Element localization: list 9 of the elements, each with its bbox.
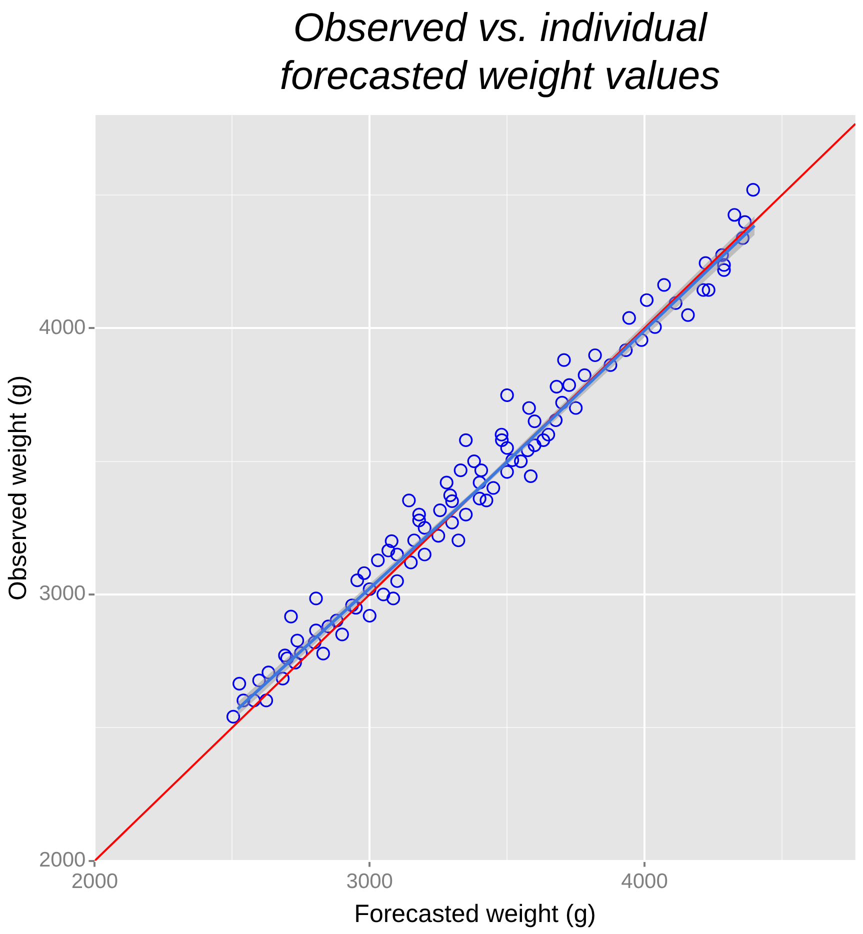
- chart-title: Observed vs. individual forecasted weight values: [278, 5, 722, 100]
- x-tick-label: 3000: [346, 870, 393, 894]
- y-axis-title: Observed weight (g): [4, 375, 32, 600]
- y-tick-label: 2000: [39, 848, 86, 872]
- x-tick-label: 4000: [621, 870, 668, 894]
- y-tick-label: 3000: [39, 582, 86, 606]
- y-tick-label: 4000: [39, 316, 86, 339]
- x-axis-title: Forecasted weight (g): [354, 900, 596, 928]
- x-tick-label: 2000: [71, 870, 118, 894]
